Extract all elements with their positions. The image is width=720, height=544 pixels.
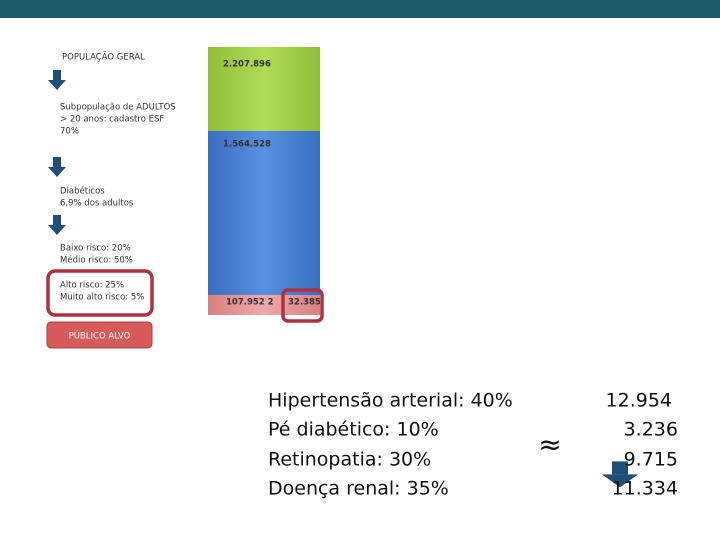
bar-label: 107.952 2	[226, 298, 274, 308]
step-text: > 20 anos: cadastro ESF	[60, 115, 164, 125]
outcome-count: 9.715	[624, 449, 678, 471]
arrow	[48, 215, 66, 235]
top-bar	[0, 0, 720, 18]
step-list: POPULAÇÃO GERAL Subpopulação de ADULTOS …	[46, 52, 176, 317]
outcome-label: Doença renal: 35%	[268, 478, 449, 500]
highlight	[46, 269, 154, 317]
bar-label: 1.564.528	[223, 140, 271, 150]
population-bar: 2.207.896 1.564.528 107.952 2 32.385	[208, 47, 324, 323]
segment-diabetics	[208, 295, 320, 315]
highlight	[281, 288, 324, 323]
step-text: Subpopulação de ADULTOS	[60, 103, 176, 113]
segment-adults	[208, 131, 320, 295]
outcomes: Hipertensão arterial: 40% Pé diabético: …	[268, 390, 678, 500]
segment-general	[208, 47, 320, 131]
step-text: Muito alto risco: 5%	[60, 293, 144, 303]
step-text: Diabéticos	[60, 186, 105, 197]
outcome-label: Hipertensão arterial: 40%	[268, 390, 513, 412]
outcome-label: Retinopatia: 30%	[268, 449, 431, 471]
arrow	[48, 70, 66, 90]
target-button-label: PÚBLICO ALVO	[69, 330, 131, 342]
outcome-count: 3.236	[624, 419, 678, 441]
arrow	[48, 157, 66, 177]
bar-label: 32.385	[288, 298, 321, 308]
bar-label: 2.207.896	[223, 60, 271, 70]
approx-sign: ≈	[538, 428, 561, 461]
step-text: 70%	[60, 127, 79, 137]
step-text: 6,9% dos adultos	[60, 199, 134, 209]
outcome-count: 11.334	[612, 478, 678, 500]
outcome-count: 12.954	[606, 390, 672, 412]
step-text: POPULAÇÃO GERAL	[62, 52, 145, 63]
step-text: Alto risco: 25%	[60, 281, 124, 291]
outcome-label: Pé diabético: 10%	[268, 419, 439, 441]
step-text: Médio risco: 50%	[60, 255, 133, 266]
target-button	[46, 321, 153, 349]
step-text: Baixo risco: 20%	[60, 244, 131, 254]
